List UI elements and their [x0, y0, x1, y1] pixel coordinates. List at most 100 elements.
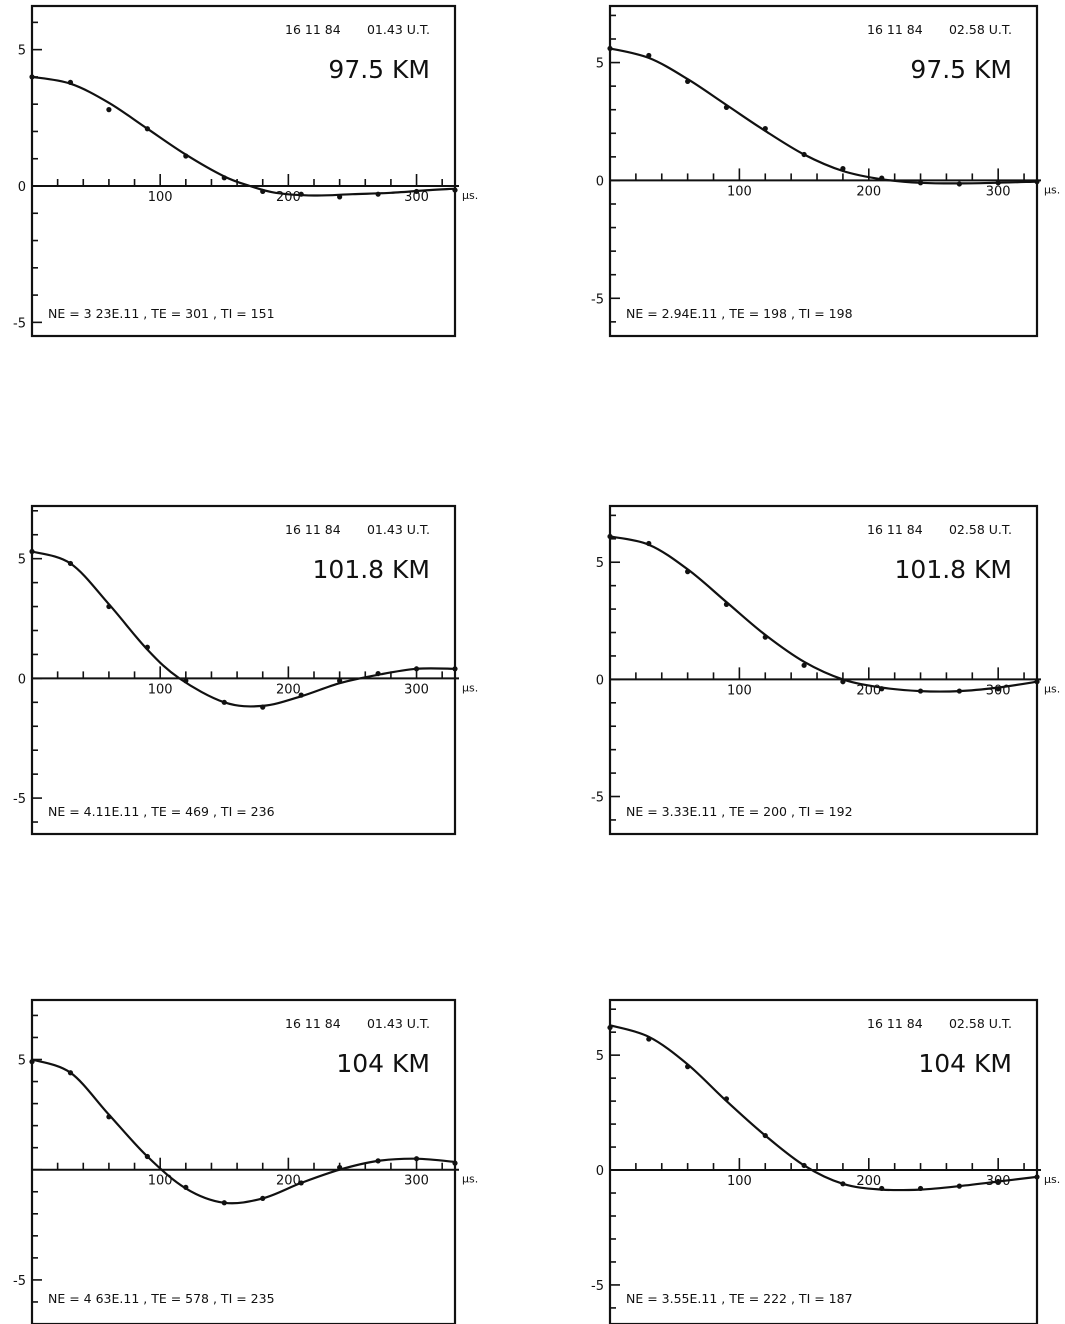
data-point	[183, 678, 189, 684]
x-tick-label: 100	[727, 683, 752, 698]
x-tick-label: 100	[148, 1174, 173, 1189]
x-tick-label: 100	[727, 184, 752, 199]
data-point	[646, 52, 652, 59]
data-point	[29, 74, 35, 80]
x-tick-label: 100	[148, 682, 173, 697]
fit-curve	[608, 1024, 1039, 1192]
data-point	[298, 191, 304, 197]
x-tick-label: 300	[404, 190, 429, 205]
altitude-label: 101.8 KM	[895, 555, 1012, 584]
date-label: 16 11 84	[285, 1016, 341, 1031]
data-point	[106, 603, 112, 610]
data-point	[723, 1096, 730, 1102]
fit-curve	[30, 1058, 457, 1205]
data-point	[1034, 679, 1040, 685]
data-point	[646, 1036, 652, 1042]
data-point	[452, 666, 458, 672]
data-point	[337, 1164, 343, 1171]
plot-frame	[608, 504, 1039, 836]
x-unit-label: µs.	[1044, 1173, 1060, 1186]
y-tick-label: 0	[18, 672, 26, 687]
altitude-label: 97.5 KM	[910, 55, 1012, 84]
data-point	[67, 79, 74, 85]
y-tick-label: 5	[18, 1054, 26, 1069]
date-label: 16 11 84	[285, 522, 341, 537]
x-tick-label: 200	[276, 682, 301, 697]
data-point	[801, 1162, 807, 1169]
y-tick-label: -5	[13, 1274, 26, 1289]
data-point	[452, 187, 458, 193]
x-unit-label: µs.	[1044, 183, 1060, 196]
time-label: 02.58 U.T.	[949, 1016, 1012, 1031]
time-label: 01.43 U.T.	[367, 22, 430, 37]
fit-curve	[30, 550, 457, 708]
y-tick-label: 5	[596, 57, 604, 72]
data-point	[840, 679, 846, 685]
data-point	[298, 1180, 304, 1186]
date-label: 16 11 84	[867, 522, 923, 537]
data-point	[840, 1181, 846, 1187]
x-tick-label: 200	[856, 184, 881, 199]
chart-panel-2: 100 200 300 5 0 -5 µs. 16 11 84 02.58 U.T. 97.5 K…	[591, 4, 1060, 338]
plot-frame	[30, 4, 457, 338]
data-point	[607, 533, 613, 540]
data-point	[685, 1064, 691, 1070]
chart-panel-1: 100 200 300 5 0 -5 µs. 16 11 84 01.43 U.T. 97.5 K…	[13, 4, 478, 338]
date-label: 16 11 84	[285, 22, 341, 37]
data-point	[685, 569, 691, 575]
data-point	[106, 1114, 112, 1120]
x-unit-label: µs.	[1044, 682, 1060, 695]
y-tick-label: 0	[18, 180, 26, 195]
data-point	[879, 1185, 885, 1192]
data-point	[413, 666, 420, 672]
y-tick-label: 5	[596, 1049, 604, 1064]
y-tick-label: 5	[596, 556, 604, 571]
y-tick-label: -5	[591, 791, 604, 806]
data-point	[413, 188, 420, 195]
parameters-label: NE = 4.11E.11 , TE = 469 , TI = 236	[48, 804, 275, 819]
data-point	[29, 548, 35, 555]
altitude-label: 101.8 KM	[313, 555, 430, 584]
data-point	[67, 1070, 74, 1076]
x-tick-label: 200	[856, 1174, 881, 1189]
x-tick-label: 300	[404, 1174, 429, 1189]
x-tick-label: 200	[276, 190, 301, 205]
chart-panel-5: 100 200 300 5 -5 µs. 16 11 84 01.43 U.T. 104 KM N…	[13, 998, 478, 1324]
data-point	[375, 670, 381, 677]
x-unit-label: µs.	[462, 681, 478, 694]
y-tick-label: -5	[591, 1279, 604, 1294]
data-point	[221, 1200, 227, 1206]
data-point	[646, 540, 652, 547]
data-point	[762, 125, 768, 132]
data-point	[607, 45, 613, 52]
data-point	[298, 692, 304, 698]
data-point	[917, 688, 924, 694]
altitude-label: 97.5 KM	[328, 55, 430, 84]
data-point	[1034, 179, 1040, 185]
data-point	[723, 601, 730, 608]
data-point	[879, 686, 885, 692]
data-point	[144, 126, 150, 132]
data-point	[801, 151, 807, 158]
data-point	[144, 644, 150, 650]
data-point	[956, 181, 962, 187]
chart-panel-3: 100 200 300 5 0 -5 µs. 16 11 84 01.43 U.T. 101.8 …	[13, 504, 478, 836]
data-point	[413, 1156, 420, 1162]
altitude-label: 104 KM	[336, 1049, 430, 1078]
data-point	[375, 191, 381, 197]
altitude-label: 104 KM	[918, 1049, 1012, 1078]
data-point	[917, 180, 924, 186]
data-point	[917, 1185, 924, 1192]
parameters-label: NE = 2.94E.11 , TE = 198 , TI = 198	[626, 306, 853, 321]
data-point	[879, 175, 885, 181]
y-tick-label: 0	[596, 174, 604, 189]
fit-curve	[608, 535, 1039, 693]
date-label: 16 11 84	[867, 1016, 923, 1031]
data-point	[29, 1059, 35, 1065]
data-point	[995, 180, 1001, 186]
parameters-label: NE = 3.55E.11 , TE = 222 , TI = 187	[626, 1291, 853, 1306]
data-point	[995, 1178, 1001, 1185]
